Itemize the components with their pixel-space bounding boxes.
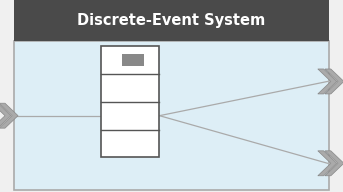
- Polygon shape: [325, 151, 343, 176]
- Bar: [14, 0, 329, 41]
- Bar: [122, 54, 144, 66]
- Bar: [101, 46, 159, 157]
- Text: Discrete-Event System: Discrete-Event System: [78, 13, 265, 28]
- Polygon shape: [318, 151, 337, 176]
- Polygon shape: [0, 103, 18, 128]
- Polygon shape: [318, 69, 337, 94]
- Bar: [14, 41, 329, 190]
- Polygon shape: [0, 103, 11, 128]
- Polygon shape: [325, 69, 343, 94]
